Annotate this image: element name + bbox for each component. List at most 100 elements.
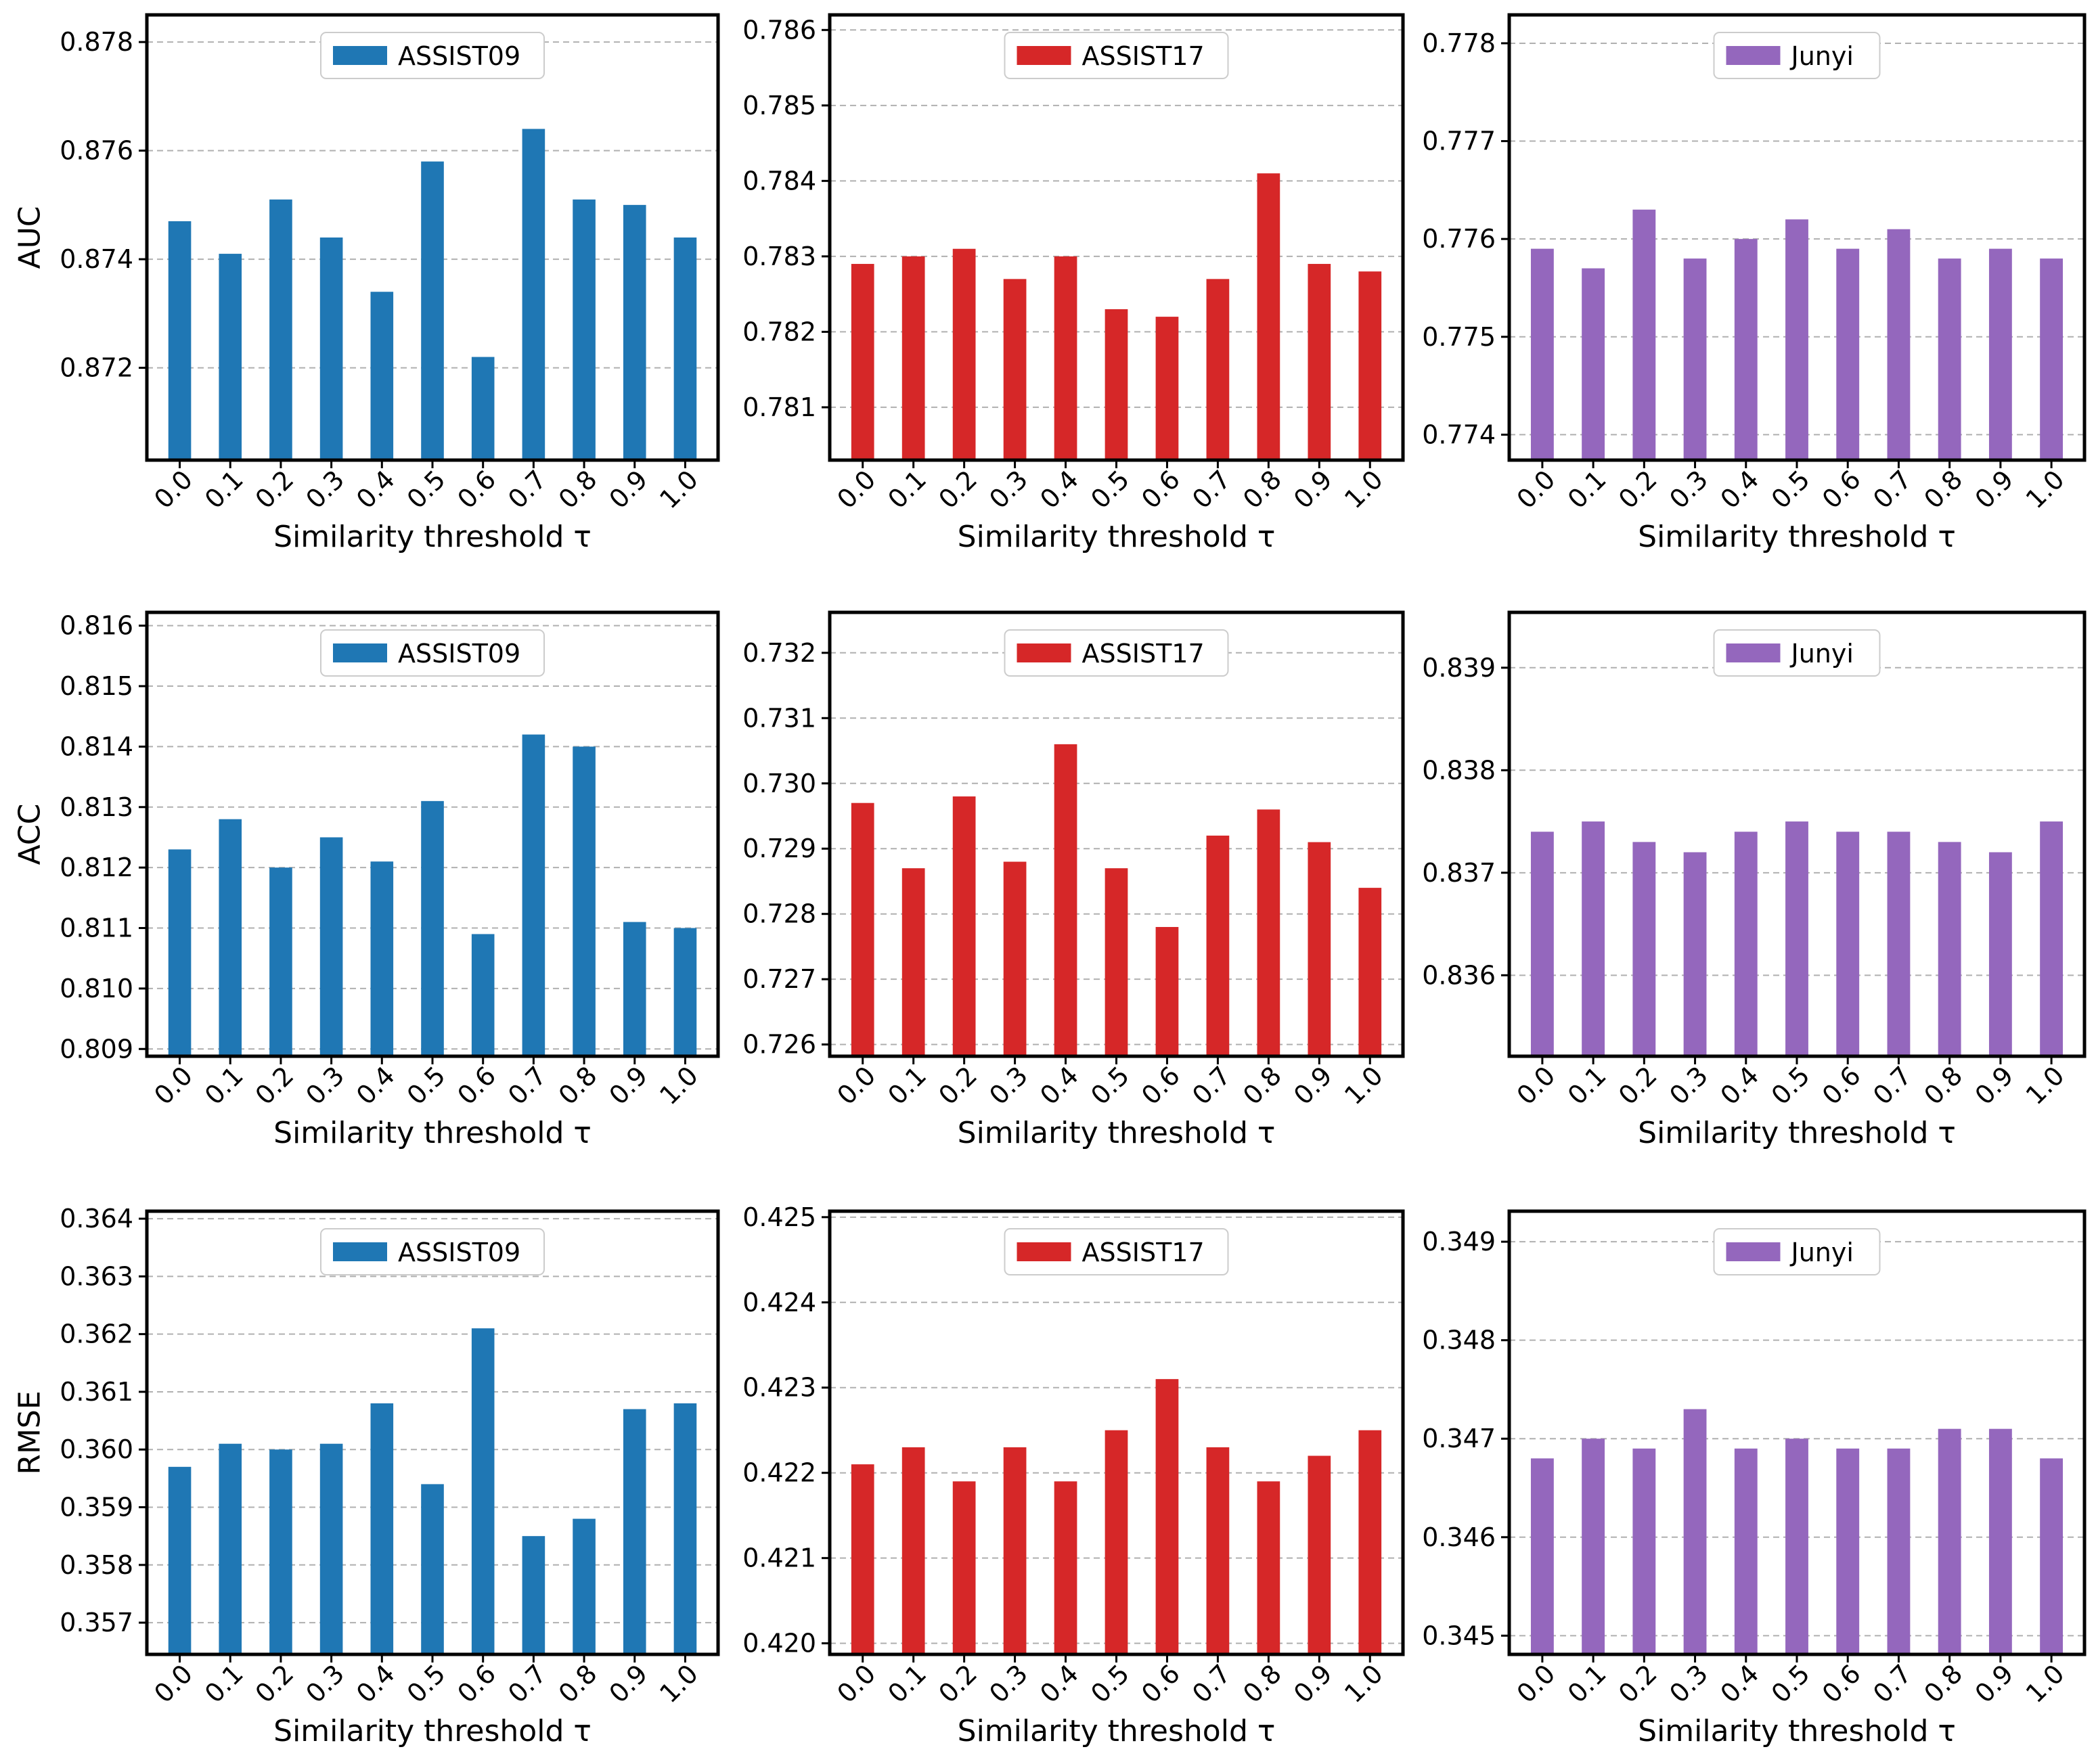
bar-0.0 (851, 264, 874, 460)
x-axis-label: Similarity threshold τ (958, 520, 1276, 554)
y-axis-label: RMSE (13, 1390, 47, 1474)
bar-0.3 (319, 1443, 343, 1654)
bar-0.6 (471, 934, 495, 1056)
y-tick-label: 0.364 (60, 1204, 133, 1234)
bar-0.7 (1887, 1448, 1911, 1654)
bar-0.3 (1683, 258, 1707, 460)
bar-0.8 (1938, 258, 1961, 460)
y-tick-label: 0.424 (742, 1288, 816, 1317)
x-axis-label: Similarity threshold τ (273, 1116, 592, 1150)
legend-swatch (1017, 1242, 1071, 1261)
legend-label: ASSIST17 (1082, 639, 1205, 669)
bar-0.3 (319, 837, 343, 1056)
bar-0.4 (1734, 1448, 1758, 1654)
bar-0.4 (1734, 239, 1758, 460)
y-tick-label: 0.784 (742, 166, 816, 196)
y-tick-label: 0.836 (1422, 960, 1496, 990)
x-tick-label: 0.7 (502, 1658, 552, 1709)
legend: ASSIST17 (1004, 629, 1229, 677)
x-tick-label: 0.5 (401, 1658, 451, 1709)
bar-0.4 (370, 1403, 394, 1654)
plot-frame (1507, 13, 2087, 462)
y-tick-label: 0.423 (742, 1373, 816, 1403)
bar-0.8 (573, 199, 596, 460)
x-tick-label: 1.0 (2020, 1060, 2070, 1110)
x-tick-label: 0.3 (1664, 464, 1714, 514)
bar-1.0 (2040, 1458, 2064, 1654)
legend: ASSIST09 (320, 32, 545, 79)
x-tick-label: 0.7 (1186, 464, 1236, 514)
x-tick-label: 0.3 (983, 464, 1033, 514)
y-axis-label: AUC (13, 206, 47, 269)
chart-rmse-junyi: 0.345 0.346 0.347 0.348 0.349 0.0 0.1 0.2 0.3 0.4… (1422, 1209, 2087, 1748)
bar-0.4 (370, 292, 394, 460)
x-tick-label: 0.3 (1664, 1658, 1714, 1709)
bar-0.0 (168, 221, 192, 460)
x-tick-label: 0.1 (882, 1658, 932, 1709)
bar-0.1 (219, 1443, 242, 1654)
plot-frame (1507, 610, 2087, 1058)
x-tick-label: 0.0 (1511, 1060, 1561, 1110)
y-tick-label: 0.776 (1422, 224, 1496, 254)
x-tick-label: 0.8 (1237, 1060, 1287, 1110)
bar-0.4 (1734, 832, 1758, 1056)
legend-swatch (333, 643, 387, 662)
y-tick-label: 0.777 (1422, 127, 1496, 156)
x-tick-label: 0.8 (553, 1060, 603, 1110)
x-tick-label: 0.0 (1511, 464, 1561, 514)
x-tick-label: 0.0 (148, 464, 198, 514)
bar-0.2 (1632, 842, 1656, 1056)
bar-0.7 (522, 1536, 545, 1654)
x-tick-label: 1.0 (654, 464, 704, 514)
x-tick-label: 0.7 (1867, 1060, 1917, 1110)
bar-0.8 (1938, 842, 1961, 1056)
y-tick-label: 0.729 (742, 834, 816, 863)
bar-0.0 (1530, 1458, 1554, 1654)
y-tick-label: 0.837 (1422, 858, 1496, 888)
x-tick-label: 0.3 (300, 464, 350, 514)
x-tick-label: 1.0 (2020, 464, 2070, 514)
x-tick-label: 0.7 (502, 1060, 552, 1110)
x-tick-label: 0.5 (1085, 1658, 1135, 1709)
x-tick-label: 0.5 (1085, 464, 1135, 514)
bar-0.6 (1836, 248, 1860, 460)
y-tick-label: 0.813 (60, 792, 133, 822)
bar-0.1 (219, 819, 242, 1056)
x-tick-label: 0.1 (199, 1658, 249, 1709)
bar-0.3 (1003, 279, 1027, 460)
y-tick-label: 0.346 (1422, 1522, 1496, 1552)
legend: ASSIST17 (1004, 32, 1229, 79)
x-axis-label: Similarity threshold τ (273, 520, 592, 554)
bar-0.5 (1785, 219, 1808, 460)
x-tick-label: 0.9 (1288, 1060, 1338, 1110)
bar-0.5 (1105, 868, 1128, 1056)
bar-0.8 (1938, 1428, 1961, 1654)
x-tick-label: 0.4 (1034, 1060, 1084, 1110)
bar-0.3 (1003, 861, 1027, 1056)
bar-1.0 (1358, 1430, 1382, 1654)
bar-0.8 (1257, 1481, 1280, 1654)
bar-0.4 (1054, 256, 1077, 460)
x-tick-label: 0.0 (148, 1060, 198, 1110)
y-axis-label: ACC (13, 804, 47, 865)
legend: Junyi (1713, 32, 1881, 79)
x-tick-label: 0.6 (451, 1658, 501, 1709)
x-tick-label: 0.3 (300, 1658, 350, 1709)
x-tick-label: 0.9 (1969, 1060, 2020, 1110)
legend-box (1004, 32, 1229, 79)
legend-label: Junyi (1790, 639, 1854, 669)
y-tick-label: 0.809 (60, 1034, 133, 1064)
bar-0.7 (522, 129, 545, 460)
bar-0.1 (1582, 1439, 1605, 1654)
x-tick-label: 0.2 (250, 464, 300, 514)
x-axis-label: Similarity threshold τ (1638, 1714, 1956, 1748)
x-tick-label: 0.1 (199, 1060, 249, 1110)
y-tick-label: 0.726 (742, 1030, 816, 1060)
y-tick-label: 0.345 (1422, 1621, 1496, 1650)
x-axis-label: Similarity threshold τ (1638, 520, 1956, 554)
y-tick-label: 0.425 (742, 1202, 816, 1232)
bar-0.1 (1582, 268, 1605, 460)
x-tick-label: 0.1 (882, 1060, 932, 1110)
